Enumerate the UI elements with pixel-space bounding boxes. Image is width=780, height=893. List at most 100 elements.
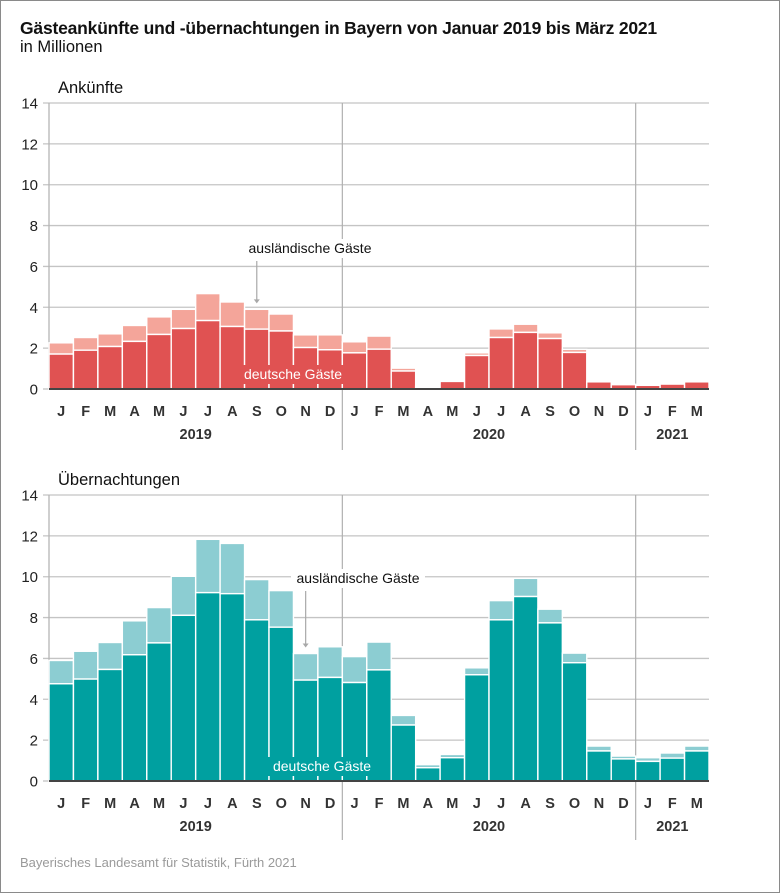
x-tick-label: N <box>300 404 310 420</box>
year-label: 2020 <box>473 427 505 443</box>
y-tick-label: 12 <box>21 136 38 153</box>
x-tick-label: J <box>179 404 187 420</box>
bar-foreign-guests <box>121 324 148 343</box>
x-tick-label: O <box>569 796 580 812</box>
bar-foreign-guests <box>72 336 99 351</box>
annotation-german-guests: deutsche Gäste <box>244 366 342 382</box>
x-tick-label: A <box>129 404 140 420</box>
x-tick-label: S <box>545 796 555 812</box>
x-tick-label: F <box>81 404 90 420</box>
bar-foreign-guests <box>268 589 295 628</box>
x-tick-label: M <box>153 404 165 420</box>
bar-foreign-guests <box>146 316 172 336</box>
x-tick-label: M <box>446 404 458 420</box>
x-tick-label: M <box>104 796 116 812</box>
x-tick-label: A <box>520 404 531 420</box>
annotation-german-guests: deutsche Gäste <box>273 758 371 774</box>
bar-german-guests <box>439 757 466 782</box>
bar-foreign-guests <box>72 650 99 680</box>
panel-title: Ankünfte <box>58 79 123 97</box>
x-tick-label: N <box>594 404 604 420</box>
x-tick-label: O <box>276 404 287 420</box>
x-tick-label: A <box>423 796 434 812</box>
bar-foreign-guests <box>390 714 417 726</box>
bar-german-guests <box>659 757 686 782</box>
bar-foreign-guests <box>170 308 197 330</box>
bar-foreign-guests <box>97 333 124 348</box>
x-tick-label: M <box>153 796 165 812</box>
x-tick-label: J <box>179 796 187 812</box>
year-label: 2020 <box>473 819 505 835</box>
bar-german-guests <box>146 642 172 782</box>
bar-foreign-guests <box>586 745 612 752</box>
bar-german-guests <box>194 319 221 390</box>
bar-german-guests <box>146 333 172 390</box>
bar-german-guests <box>170 614 197 782</box>
x-tick-label: J <box>644 404 652 420</box>
bar-german-guests <box>243 619 270 782</box>
bar-german-guests <box>463 674 490 782</box>
x-tick-label: J <box>473 404 481 420</box>
x-tick-label: J <box>57 796 65 812</box>
bar-german-guests <box>634 760 661 782</box>
y-tick-label: 4 <box>30 300 38 317</box>
bar-german-guests <box>586 750 612 782</box>
y-tick-label: 14 <box>21 96 38 113</box>
bar-german-guests <box>97 345 124 390</box>
bar-german-guests <box>97 668 124 782</box>
y-tick-label: 6 <box>30 651 38 668</box>
bar-german-guests <box>414 767 441 782</box>
x-tick-label: J <box>497 796 505 812</box>
bar-foreign-guests <box>366 641 392 671</box>
bar-german-guests <box>72 678 99 782</box>
bar-german-guests <box>48 683 75 782</box>
bar-foreign-guests <box>488 328 515 339</box>
bar-german-guests <box>561 351 588 390</box>
year-label: 2019 <box>180 819 212 835</box>
x-tick-label: F <box>375 404 384 420</box>
bar-german-guests <box>537 622 564 782</box>
bar-foreign-guests <box>463 667 490 676</box>
x-tick-label: O <box>276 796 287 812</box>
x-tick-label: A <box>227 796 238 812</box>
x-tick-label: J <box>473 796 481 812</box>
x-tick-label: J <box>351 404 359 420</box>
bar-german-guests <box>219 592 246 782</box>
bar-foreign-guests <box>317 646 344 679</box>
bar-foreign-guests <box>537 332 564 340</box>
bar-foreign-guests <box>268 313 295 332</box>
bar-foreign-guests <box>219 301 246 328</box>
bar-german-guests <box>72 349 99 390</box>
x-tick-label: A <box>423 404 434 420</box>
y-tick-label: 4 <box>30 692 38 709</box>
bar-foreign-guests <box>366 335 392 350</box>
x-tick-label: J <box>497 404 505 420</box>
bar-german-guests <box>48 353 75 390</box>
bar-foreign-guests <box>170 575 197 617</box>
x-tick-label: A <box>520 796 531 812</box>
year-label: 2021 <box>656 427 688 443</box>
chart-subtitle: in Millionen <box>20 38 103 56</box>
chart-title: Gästeankünfte und -übernachtungen in Bay… <box>20 18 657 38</box>
x-tick-label: D <box>618 404 628 420</box>
bar-foreign-guests <box>97 641 124 671</box>
x-tick-label: F <box>375 796 384 812</box>
annotation-arrow-head <box>253 299 260 304</box>
x-tick-label: M <box>691 796 703 812</box>
y-tick-label: 0 <box>30 382 38 399</box>
bar-foreign-guests <box>512 577 539 598</box>
annotation-background <box>291 569 425 588</box>
x-tick-label: D <box>618 796 628 812</box>
x-tick-label: A <box>129 796 140 812</box>
bar-foreign-guests <box>292 652 319 681</box>
annotation-foreign-guests: ausländische Gäste <box>297 570 420 586</box>
y-tick-label: 10 <box>21 177 38 194</box>
bar-foreign-guests <box>317 334 344 351</box>
bar-german-guests <box>683 750 710 782</box>
annotation-background <box>268 757 376 776</box>
bar-foreign-guests <box>292 334 319 349</box>
x-tick-label: A <box>227 404 238 420</box>
y-tick-label: 0 <box>30 774 38 791</box>
bar-german-guests <box>390 370 417 390</box>
bar-german-guests <box>512 595 539 782</box>
